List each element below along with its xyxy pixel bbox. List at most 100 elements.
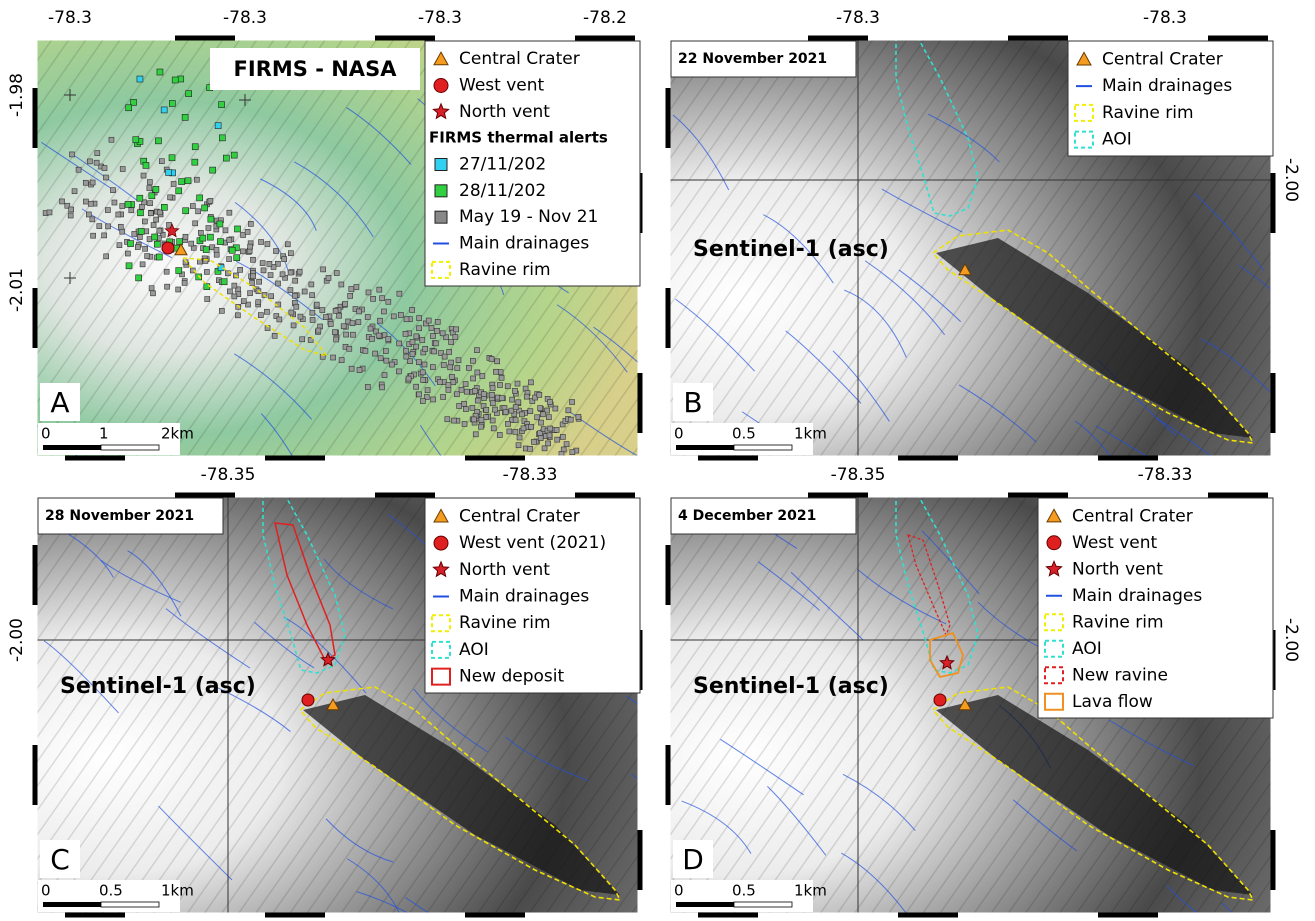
- alert-point: [105, 207, 111, 213]
- alert-point: [307, 337, 314, 343]
- top-tick-label: -78.3: [223, 8, 267, 28]
- alert-point: [353, 284, 360, 290]
- alert-point: [448, 339, 454, 345]
- central-crater: [958, 262, 972, 276]
- north-vent: [164, 222, 180, 238]
- letter-box: [40, 840, 80, 878]
- central-crater: [326, 697, 340, 711]
- alert-point: [520, 425, 527, 432]
- alert-point: [527, 445, 533, 452]
- new-deposit: [274, 522, 336, 662]
- alert-point: [544, 407, 550, 414]
- alert-point: [461, 421, 468, 427]
- drainage: [215, 686, 291, 732]
- alert-point: [255, 299, 262, 305]
- drainage: [864, 260, 946, 336]
- legend-marker: [1046, 535, 1062, 551]
- alert-point: [454, 365, 461, 371]
- alert-point: [299, 336, 305, 343]
- alert-point: [131, 231, 138, 237]
- alert-point: [478, 417, 485, 423]
- alert-point: [490, 425, 497, 432]
- alert-point: [403, 316, 410, 323]
- legend-marker: [1045, 560, 1063, 577]
- alert-point: [108, 136, 115, 143]
- alert-point: [541, 445, 548, 452]
- alert-point: [153, 216, 159, 223]
- legend-marker: [1044, 666, 1064, 685]
- alert-point: [469, 405, 476, 411]
- alert-point-recent: [137, 209, 144, 217]
- alert-point-recent: [207, 233, 214, 241]
- alert-point: [492, 406, 498, 413]
- alert-point: [383, 348, 389, 354]
- alert-point: [552, 405, 559, 412]
- alert-point: [575, 414, 582, 420]
- scale-bar-white: [100, 444, 160, 451]
- alert-point-recent: [175, 267, 183, 274]
- alert-point: [403, 347, 409, 354]
- alert-point: [69, 151, 75, 158]
- alert-point: [320, 266, 326, 273]
- alert-point: [181, 280, 188, 286]
- alert-point: [398, 312, 404, 318]
- legend-label: North vent: [459, 102, 550, 122]
- alert-point: [527, 408, 534, 414]
- alert-point: [202, 258, 209, 264]
- alert-point-recent: [160, 106, 168, 114]
- west-vent: [161, 241, 175, 255]
- alert-point: [276, 316, 283, 323]
- graticule-cross: [239, 94, 251, 106]
- alert-point: [111, 199, 118, 206]
- alert-point: [156, 227, 163, 234]
- alert-point: [205, 225, 212, 231]
- alert-point-recent: [177, 75, 185, 83]
- alert-point: [423, 394, 430, 400]
- alert-point: [430, 333, 436, 339]
- new-ravine: [907, 534, 951, 637]
- legend-marker: [434, 158, 448, 171]
- alert-point: [451, 417, 457, 424]
- alert-point: [367, 325, 374, 332]
- alert-point: [547, 425, 554, 432]
- alert-point: [273, 248, 279, 254]
- drainage: [127, 550, 182, 617]
- scale-bar-black: [43, 445, 101, 450]
- alert-point: [509, 396, 516, 403]
- scale-bar-white: [100, 901, 160, 908]
- alert-point: [194, 176, 200, 183]
- sensor-label: Sentinel-1 (asc): [60, 674, 256, 699]
- alert-point: [260, 267, 267, 274]
- alert-point-recent: [169, 100, 176, 107]
- alert-point-recent: [156, 68, 164, 76]
- alert-point: [287, 287, 294, 293]
- scale-label: 0: [674, 882, 684, 900]
- legend-box: [1037, 497, 1274, 719]
- legend-marker: [433, 78, 449, 93]
- alert-point: [479, 373, 486, 379]
- alert-point: [67, 212, 74, 219]
- alert-point: [192, 220, 198, 227]
- alert-point: [333, 270, 340, 276]
- drainage: [165, 608, 251, 669]
- legend-label: Main drainages: [459, 587, 589, 607]
- alert-point: [89, 216, 96, 223]
- alert-point: [537, 435, 544, 441]
- date-label: 28 November 2021: [45, 508, 194, 524]
- alert-point: [59, 198, 65, 205]
- legend-label: Central Crater: [459, 49, 580, 69]
- drainage: [1200, 338, 1273, 396]
- legend-label: West vent: [459, 76, 544, 96]
- alert-point: [256, 278, 263, 285]
- alert-point: [422, 346, 429, 352]
- scale-label: 0: [41, 882, 51, 900]
- alert-point: [240, 298, 247, 304]
- alert-point: [247, 290, 253, 296]
- drainage: [158, 805, 233, 881]
- alert-point: [90, 232, 96, 239]
- alert-point: [207, 198, 214, 204]
- alert-point: [292, 292, 298, 299]
- legend-marker: [432, 560, 450, 578]
- drainage: [842, 773, 916, 832]
- alert-point: [219, 308, 225, 314]
